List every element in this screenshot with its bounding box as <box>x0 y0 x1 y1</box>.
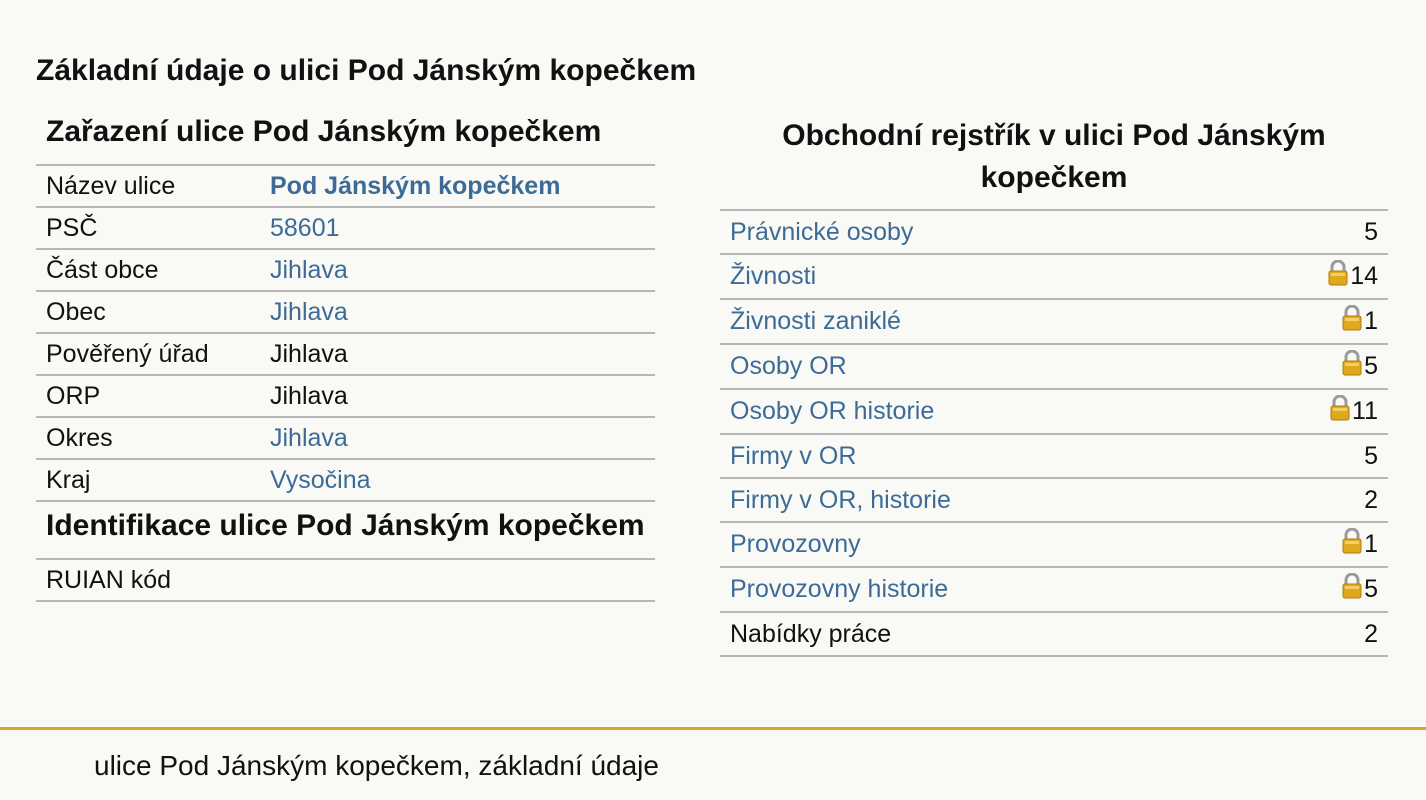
table-row: Firmy v OR, historie 2 <box>720 478 1388 523</box>
povereny-urad-value: Jihlava <box>260 333 655 376</box>
register-item-count: 5 <box>1278 210 1388 255</box>
register-item-label[interactable]: Firmy v OR, historie <box>720 478 1278 523</box>
padlock-icon <box>1342 304 1362 338</box>
orp-value: Jihlava <box>260 375 655 418</box>
register-item-count: 1 <box>1278 522 1388 568</box>
table-row: Právnické osoby 5 <box>720 210 1388 255</box>
zarazeni-heading: Zařazení ulice Pod Jánským kopečkem <box>46 115 602 148</box>
count-value: 5 <box>1364 217 1378 246</box>
table-row: Nabídky práce 2 <box>720 612 1388 657</box>
table-row: Provozovny historie 5 <box>720 567 1388 613</box>
obec-label: Obec <box>36 291 260 334</box>
padlock-icon <box>1330 394 1350 428</box>
table-row: PSČ 58601 <box>36 207 655 250</box>
table-row: Živnosti 14 <box>720 254 1388 300</box>
povereny-urad-label: Pověřený úřad <box>36 333 260 376</box>
page-title: Základní údaje o ulici Pod Jánským kopeč… <box>36 54 697 87</box>
padlock-icon <box>1342 572 1362 606</box>
register-item-label[interactable]: Živnosti <box>720 254 1278 300</box>
register-item-label: Nabídky práce <box>720 612 1278 657</box>
register-item-count: 5 <box>1278 567 1388 613</box>
table-row: Provozovny 1 <box>720 522 1388 568</box>
register-item-count: 5 <box>1278 344 1388 390</box>
register-item-label[interactable]: Provozovny historie <box>720 567 1278 613</box>
register-item-label[interactable]: Firmy v OR <box>720 434 1278 479</box>
footer-divider <box>0 727 1426 730</box>
rejstrik-table: Právnické osoby 5 Živnosti 14 Živnosti zanik… <box>720 209 1388 657</box>
table-row: RUIAN kód <box>36 559 655 602</box>
register-item-count: 2 <box>1278 612 1388 657</box>
table-row: Živnosti zaniklé 1 <box>720 299 1388 345</box>
rejstrik-heading: Obchodní rejstřík v ulici Pod Jánským ko… <box>782 119 1326 194</box>
count-value: 2 <box>1364 619 1378 648</box>
psc-label: PSČ <box>36 207 260 250</box>
okres-link[interactable]: Jihlava <box>260 417 655 460</box>
register-item-count: 1 <box>1278 299 1388 345</box>
table-row: Část obce Jihlava <box>36 249 655 292</box>
identifikace-table: RUIAN kód <box>36 558 655 602</box>
ruian-label: RUIAN kód <box>36 559 260 602</box>
kraj-label: Kraj <box>36 459 260 502</box>
register-item-count: 5 <box>1278 434 1388 479</box>
register-item-count: 11 <box>1278 389 1388 435</box>
padlock-icon <box>1342 349 1362 383</box>
zarazeni-table: Název ulice Pod Jánským kopečkem PSČ 586… <box>36 164 655 502</box>
table-row: Firmy v OR 5 <box>720 434 1388 479</box>
street-name-link[interactable]: Pod Jánským kopečkem <box>260 165 655 208</box>
table-row: Osoby OR 5 <box>720 344 1388 390</box>
table-row: Okres Jihlava <box>36 417 655 460</box>
psc-link[interactable]: 58601 <box>260 207 655 250</box>
padlock-icon <box>1328 259 1348 293</box>
register-item-label[interactable]: Živnosti zaniklé <box>720 299 1278 345</box>
table-row: Název ulice Pod Jánským kopečkem <box>36 165 655 208</box>
register-item-label[interactable]: Osoby OR historie <box>720 389 1278 435</box>
padlock-icon <box>1342 527 1362 561</box>
count-value: 5 <box>1364 575 1378 603</box>
table-row: Obec Jihlava <box>36 291 655 334</box>
identifikace-heading: Identifikace ulice Pod Jánským kopečkem <box>46 509 645 542</box>
business-register-section: Obchodní rejstřík v ulici Pod Jánským ko… <box>720 112 1388 657</box>
register-item-label[interactable]: Osoby OR <box>720 344 1278 390</box>
count-value: 11 <box>1352 397 1378 425</box>
count-value: 5 <box>1364 352 1378 380</box>
count-value: 5 <box>1364 441 1378 470</box>
ruian-value <box>260 559 655 602</box>
okres-label: Okres <box>36 417 260 460</box>
count-value: 1 <box>1364 307 1378 335</box>
cast-obce-label: Část obce <box>36 249 260 292</box>
register-item-count: 2 <box>1278 478 1388 523</box>
register-item-label[interactable]: Právnické osoby <box>720 210 1278 255</box>
table-row: ORP Jihlava <box>36 375 655 418</box>
kraj-link[interactable]: Vysočina <box>260 459 655 502</box>
table-row: Kraj Vysočina <box>36 459 655 502</box>
cast-obce-link[interactable]: Jihlava <box>260 249 655 292</box>
street-name-label: Název ulice <box>36 165 260 208</box>
footer-caption: ulice Pod Jánským kopečkem, základní úda… <box>94 750 659 781</box>
register-item-label[interactable]: Provozovny <box>720 522 1278 568</box>
table-row: Pověřený úřad Jihlava <box>36 333 655 376</box>
table-row: Osoby OR historie 11 <box>720 389 1388 435</box>
count-value: 1 <box>1364 530 1378 558</box>
register-item-count: 14 <box>1278 254 1388 300</box>
obec-link[interactable]: Jihlava <box>260 291 655 334</box>
count-value: 2 <box>1364 485 1378 514</box>
count-value: 14 <box>1350 262 1378 290</box>
street-classification-section: Zařazení ulice Pod Jánským kopečkem Náze… <box>36 112 655 602</box>
orp-label: ORP <box>36 375 260 418</box>
